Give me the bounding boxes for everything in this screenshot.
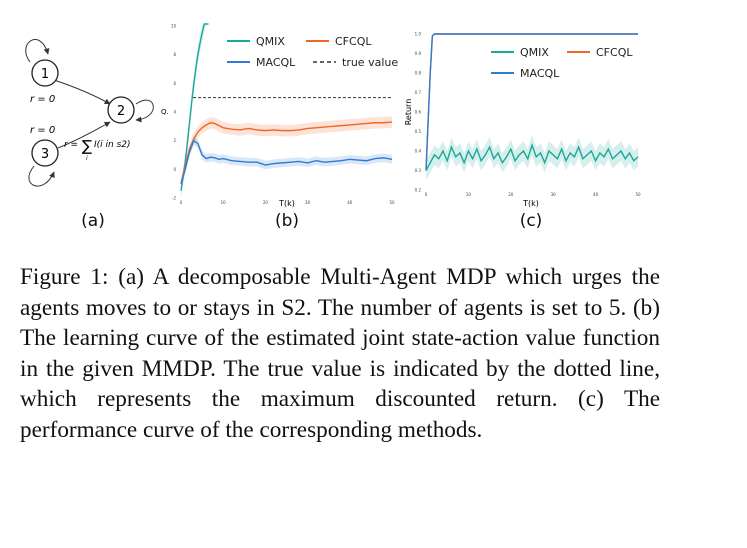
y-tick-label: 0.3 xyxy=(415,168,422,173)
chart-b-legend: QMIX CFCQL MACQL true value xyxy=(227,35,398,69)
x-tick-label: 40 xyxy=(593,192,599,197)
chart-c-xlabel: T(k) xyxy=(522,199,539,208)
self-loop-s2 xyxy=(135,99,154,123)
x-tick-label: 10 xyxy=(466,192,472,197)
chart-c-plot-area xyxy=(426,26,638,198)
legend-text-true-value: true value xyxy=(342,56,398,69)
x-tick-label: 50 xyxy=(635,192,641,197)
x-tick-label: 50 xyxy=(389,200,395,205)
x-tick-label: 0 xyxy=(425,192,428,197)
y-tick-label: 0 xyxy=(173,167,176,172)
y-tick-label: 0.7 xyxy=(415,90,422,95)
figure-caption: Figure 1: (a) A decomposable Multi-Agent… xyxy=(20,264,660,443)
series-line-macql-b xyxy=(180,139,393,184)
chart-b-xlabel: T(k) xyxy=(278,199,295,208)
legend-text-qmix: QMIX xyxy=(256,35,285,48)
stray-mark: Q. xyxy=(161,108,169,116)
chart-c-legend: QMIX CFCQL MACQL xyxy=(491,46,633,80)
reward-label-s2-prefix: r = xyxy=(64,140,78,150)
reward-label-s2-sum: ∑ xyxy=(82,137,92,155)
panel-label-b: (b) xyxy=(275,211,299,231)
reward-label-s1: r = 0 xyxy=(30,94,55,105)
legend-text-macql: MACQL xyxy=(256,56,296,69)
reward-label-s3: r = 0 xyxy=(30,125,55,136)
y-tick-label: 2 xyxy=(173,138,176,143)
y-tick-label: -2 xyxy=(172,196,176,201)
legend-text-cfcql: CFCQL xyxy=(335,35,372,48)
y-tick-label: 4 xyxy=(173,110,176,115)
y-tick-label: 1.0 xyxy=(415,32,422,37)
reward-label-s2-sub: i xyxy=(86,155,88,162)
y-tick-label: 0.2 xyxy=(415,188,422,193)
series-line-cfcql-b xyxy=(180,121,393,184)
chart-b: 0 10 20 30 40 50 -2 0 2 4 6 8 10 T(k) (b) QMIX CFCQL… xyxy=(171,23,398,231)
y-tick-label: 10 xyxy=(171,24,177,29)
y-tick-label: 0.4 xyxy=(415,149,422,154)
x-tick-label: 20 xyxy=(508,192,514,197)
y-tick-label: 0.5 xyxy=(415,129,422,134)
x-tick-label: 30 xyxy=(551,192,557,197)
reward-label-s2-expr: I(i in s2) xyxy=(94,140,131,150)
chart-c-ylabel: Return xyxy=(404,99,413,126)
self-loop-s1 xyxy=(25,39,50,63)
state-label-1: 1 xyxy=(41,67,49,82)
state-label-3: 3 xyxy=(41,147,49,162)
series-line-macql-c xyxy=(425,33,638,171)
state-node-3 xyxy=(31,139,59,167)
band-qmix-b xyxy=(181,24,209,198)
state-node-2 xyxy=(107,96,135,124)
band-qmix-c xyxy=(426,135,638,181)
edge-s1-s2 xyxy=(53,79,111,105)
state-node-1 xyxy=(31,59,59,87)
edge-s3-s2 xyxy=(57,121,111,149)
y-tick-label: 6 xyxy=(173,81,176,86)
panel-label-a: (a) xyxy=(81,211,105,231)
legend-text-cfcql-c: CFCQL xyxy=(596,46,633,59)
x-tick-label: 30 xyxy=(305,200,311,205)
band-cfcql-b xyxy=(181,116,392,190)
legend-text-qmix-c: QMIX xyxy=(520,46,549,59)
state-label-2: 2 xyxy=(117,104,125,119)
y-tick-label: 0.8 xyxy=(415,71,422,76)
y-tick-label: 0.6 xyxy=(415,110,422,115)
chart-c: 0 10 20 30 40 50 0.2 0.3 0.4 0.5 0.6 0.7 0.8 0.9 1.0 R… xyxy=(404,26,641,231)
x-tick-label: 0 xyxy=(180,200,183,205)
panel-label-c: (c) xyxy=(520,211,543,231)
legend-text-macql-c: MACQL xyxy=(520,67,560,80)
series-line-qmix-c xyxy=(425,142,639,171)
self-loop-s3 xyxy=(28,165,55,187)
x-tick-label: 40 xyxy=(347,200,353,205)
chart-b-plot-area xyxy=(181,26,392,198)
panel-a-diagram: 1 2 3 r = 0 r = 0 r = ∑ i I(i in s2) Q. … xyxy=(25,39,169,231)
figure: 1 2 3 r = 0 r = 0 r = ∑ i I(i in s2) Q. … xyxy=(25,23,641,231)
x-tick-label: 20 xyxy=(263,200,269,205)
y-tick-label: 0.9 xyxy=(415,51,422,56)
series-line-qmix-b xyxy=(180,23,209,191)
y-tick-label: 8 xyxy=(173,52,176,57)
x-tick-label: 10 xyxy=(221,200,227,205)
